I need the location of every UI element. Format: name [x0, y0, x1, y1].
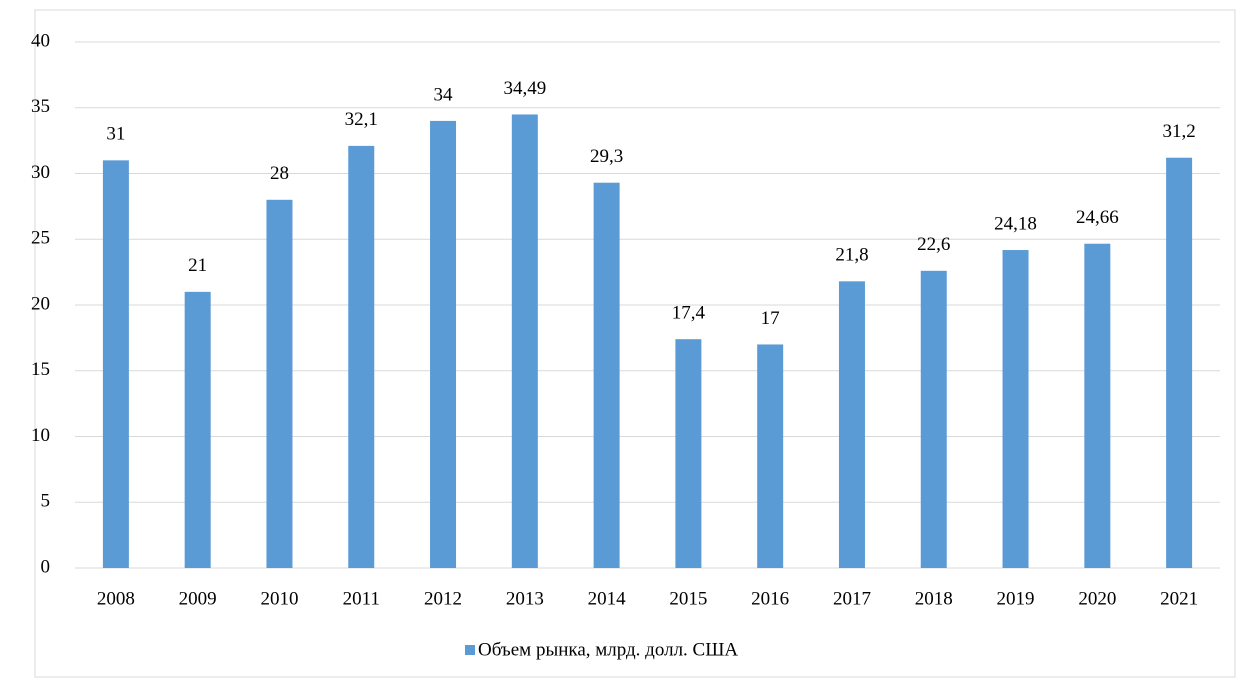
data-label: 29,3 [590, 146, 623, 167]
bar [593, 182, 620, 568]
data-label: 22,6 [917, 234, 950, 255]
data-label: 17 [761, 308, 780, 329]
chart-frame [34, 9, 1236, 678]
x-tick-label: 2018 [915, 588, 953, 609]
y-tick-label: 30 [31, 162, 50, 183]
data-label: 17,4 [672, 303, 706, 324]
x-tick-label: 2021 [1160, 588, 1198, 609]
bar [102, 160, 129, 568]
bar [838, 281, 865, 568]
x-tick-label: 2014 [588, 588, 627, 609]
bar [430, 120, 457, 569]
x-tick-label: 2017 [833, 588, 871, 609]
y-tick-label: 15 [31, 359, 50, 380]
x-tick-label: 2020 [1078, 588, 1116, 609]
x-tick-label: 2013 [506, 588, 544, 609]
data-label: 24,66 [1076, 207, 1119, 228]
x-tick-label: 2008 [97, 588, 135, 609]
data-label: 34 [434, 84, 454, 105]
y-tick-label: 10 [31, 425, 50, 446]
data-label: 28 [270, 163, 289, 184]
bar [348, 145, 375, 568]
data-label: 31 [106, 124, 125, 145]
data-label: 21 [188, 255, 207, 276]
legend-label: Объем рынка, млрд. долл. США [478, 639, 738, 660]
y-tick-label: 20 [31, 293, 50, 314]
x-tick-label: 2009 [179, 588, 217, 609]
data-label: 34,49 [503, 78, 546, 99]
bar [757, 344, 784, 568]
bar [511, 114, 538, 569]
data-label: 21,8 [835, 245, 868, 266]
y-tick-label: 35 [31, 96, 50, 117]
y-tick-label: 0 [41, 556, 51, 577]
bar [266, 199, 293, 569]
bar [920, 270, 947, 568]
bar [1166, 157, 1193, 568]
x-tick-label: 2015 [669, 588, 707, 609]
data-label: 31,2 [1162, 121, 1195, 142]
data-label: 32,1 [345, 109, 378, 130]
x-tick-label: 2010 [260, 588, 298, 609]
bar [184, 291, 211, 568]
x-tick-label: 2011 [343, 588, 380, 609]
y-tick-label: 40 [31, 30, 50, 51]
x-tick-label: 2019 [997, 588, 1035, 609]
y-tick-label: 5 [41, 491, 51, 512]
x-tick-label: 2016 [751, 588, 789, 609]
y-tick-label: 25 [31, 228, 50, 249]
legend-swatch [465, 645, 475, 655]
bar [675, 339, 702, 568]
data-label: 24,18 [994, 213, 1037, 234]
bar [1002, 250, 1029, 568]
x-tick-label: 2012 [424, 588, 462, 609]
bar [1084, 243, 1111, 568]
